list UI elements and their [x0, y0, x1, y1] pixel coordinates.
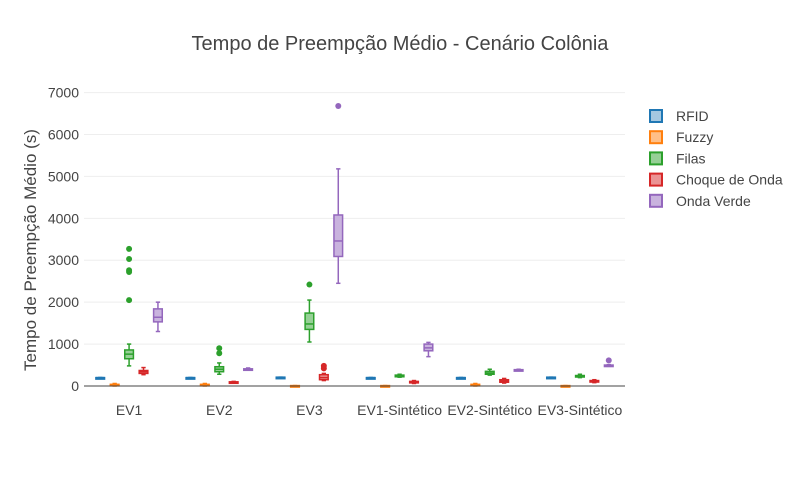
y-tick-label-5000: 5000	[48, 168, 79, 184]
legend-label: RFID	[676, 108, 709, 124]
y-tick-label-0: 0	[71, 378, 79, 394]
box-filas-4	[394, 373, 405, 378]
legend-label: Choque de Onda	[676, 172, 783, 188]
legend-item-rfid: RFID	[649, 108, 709, 124]
x-tick-label-5: EV2-Sintético	[447, 402, 532, 418]
outlier-point-2	[320, 362, 327, 369]
legend-label: Onda Verde	[676, 193, 751, 209]
box-choque-de-onda-1	[138, 366, 149, 376]
outlier-point-1	[306, 281, 313, 288]
y-axis-ticks: 0 1000 2000 3000 4000 5000 6000 7000	[48, 85, 79, 394]
outlier-point-1	[126, 297, 133, 304]
legend-swatch	[649, 130, 663, 145]
outlier-point-1	[335, 102, 342, 109]
legend: RFID Fuzzy Filas Choque de Onda Onda Verde	[649, 108, 783, 209]
outlier-point-5	[126, 245, 133, 252]
legend-label: Filas	[676, 150, 706, 166]
legend-swatch	[649, 109, 663, 123]
box-filas-2	[214, 345, 225, 376]
boxes	[95, 102, 614, 388]
y-tick-label-3000: 3000	[48, 252, 79, 268]
legend-item-filas: Filas	[649, 150, 706, 166]
x-tick-label-3: EV3	[296, 402, 323, 418]
x-axis-ticks: EV1 EV2 EV3 EV1-Sintético EV2-Sintético EV3-S…	[116, 402, 623, 418]
series-fuzzy	[109, 382, 571, 388]
box-onda-verde-3	[333, 102, 344, 285]
box-filas-6	[574, 373, 585, 379]
box-body	[152, 308, 164, 323]
outlier-point-4	[126, 255, 133, 262]
gridlines	[84, 92, 625, 345]
legend-label: Fuzzy	[676, 129, 713, 145]
box-rfid-3	[275, 376, 286, 380]
box-choque-de-onda-3	[318, 362, 329, 382]
series-onda-verde	[152, 102, 614, 372]
outlier-point-1	[605, 357, 612, 364]
y-tick-label-2000: 2000	[48, 294, 79, 310]
legend-item-choque-de-onda: Choque de Onda	[649, 172, 783, 188]
y-tick-label-7000: 7000	[48, 85, 79, 101]
box-rfid-2	[185, 376, 196, 380]
legend-swatch	[649, 193, 663, 208]
box-rfid-5	[455, 376, 466, 380]
box-onda-verde-6	[603, 357, 614, 368]
y-tick-label-6000: 6000	[48, 126, 79, 142]
x-tick-label-6: EV3-Sintético	[538, 402, 623, 418]
box-choque-de-onda-2	[228, 380, 239, 385]
y-tick-label-1000: 1000	[48, 336, 79, 352]
x-tick-label-1: EV1	[116, 402, 143, 418]
box-filas-3	[304, 281, 315, 343]
box-onda-verde-5	[513, 368, 524, 372]
x-tick-label-2: EV2	[206, 402, 233, 418]
outlier-point-2	[216, 345, 223, 352]
box-filas-1	[124, 245, 135, 367]
box-rfid-1	[95, 376, 106, 380]
series-rfid	[95, 376, 557, 380]
series-choque-de-onda	[138, 362, 600, 385]
legend-swatch	[649, 151, 663, 166]
y-tick-label-4000: 4000	[48, 210, 79, 226]
box-filas-5	[484, 368, 495, 376]
x-tick-label-4: EV1-Sintético	[357, 402, 442, 418]
chart-title: Tempo de Preempção Médio - Cenário Colôn…	[192, 33, 610, 55]
box-onda-verde-2	[243, 367, 254, 372]
box-choque-de-onda-4	[408, 379, 420, 385]
box-rfid-6	[545, 376, 557, 380]
outlier-point-1	[216, 350, 223, 357]
legend-item-onda-verde: Onda Verde	[649, 193, 751, 209]
series-filas	[124, 245, 585, 379]
y-axis-label: Tempo de Preempção Médio (s)	[21, 129, 40, 371]
box-onda-verde-4	[423, 341, 434, 358]
box-choque-de-onda-6	[589, 378, 600, 384]
box-onda-verde-1	[152, 301, 164, 333]
legend-item-fuzzy: Fuzzy	[649, 129, 713, 145]
box-body	[333, 214, 344, 258]
box-choque-de-onda-5	[499, 377, 510, 384]
box-body	[304, 312, 315, 331]
box-rfid-4	[365, 376, 376, 380]
legend-swatch	[649, 172, 663, 187]
outlier-point-3	[126, 267, 133, 274]
